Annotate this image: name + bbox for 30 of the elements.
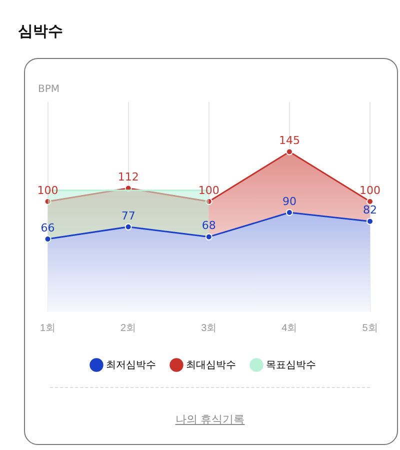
legend-label: 최대심박수 [186, 360, 236, 371]
data-label: 100 [37, 184, 58, 197]
data-label: 100 [360, 184, 380, 197]
data-label: 90 [282, 194, 296, 208]
x-tick-label: 1회 [40, 322, 56, 334]
x-tick-label: 4회 [282, 322, 298, 334]
data-label: 68 [202, 219, 216, 232]
text: 나의 휴식기록 [174, 412, 246, 427]
data-label: 100 [198, 184, 220, 197]
point [205, 198, 212, 205]
point [366, 198, 374, 205]
y-axis-title: BPM [38, 84, 60, 95]
point [44, 236, 52, 243]
chart-title: 심박수 [18, 22, 63, 41]
x-tick-label: 3회 [201, 322, 217, 334]
x-tick-label: 5회 [362, 322, 378, 334]
point [44, 198, 52, 205]
point [366, 218, 374, 225]
x-tick-label: 2회 [120, 322, 136, 334]
data-label: 77 [121, 209, 136, 222]
data-label: 66 [40, 221, 55, 234]
point [286, 148, 293, 156]
data-label: 145 [278, 134, 300, 148]
legend-label: 최저심박수 [106, 360, 156, 371]
data-label: 82 [363, 204, 377, 217]
point [205, 233, 212, 240]
point [124, 223, 132, 230]
point [286, 209, 293, 216]
legend-label: 목표심박수 [266, 360, 316, 371]
data-label: 112 [118, 170, 139, 184]
